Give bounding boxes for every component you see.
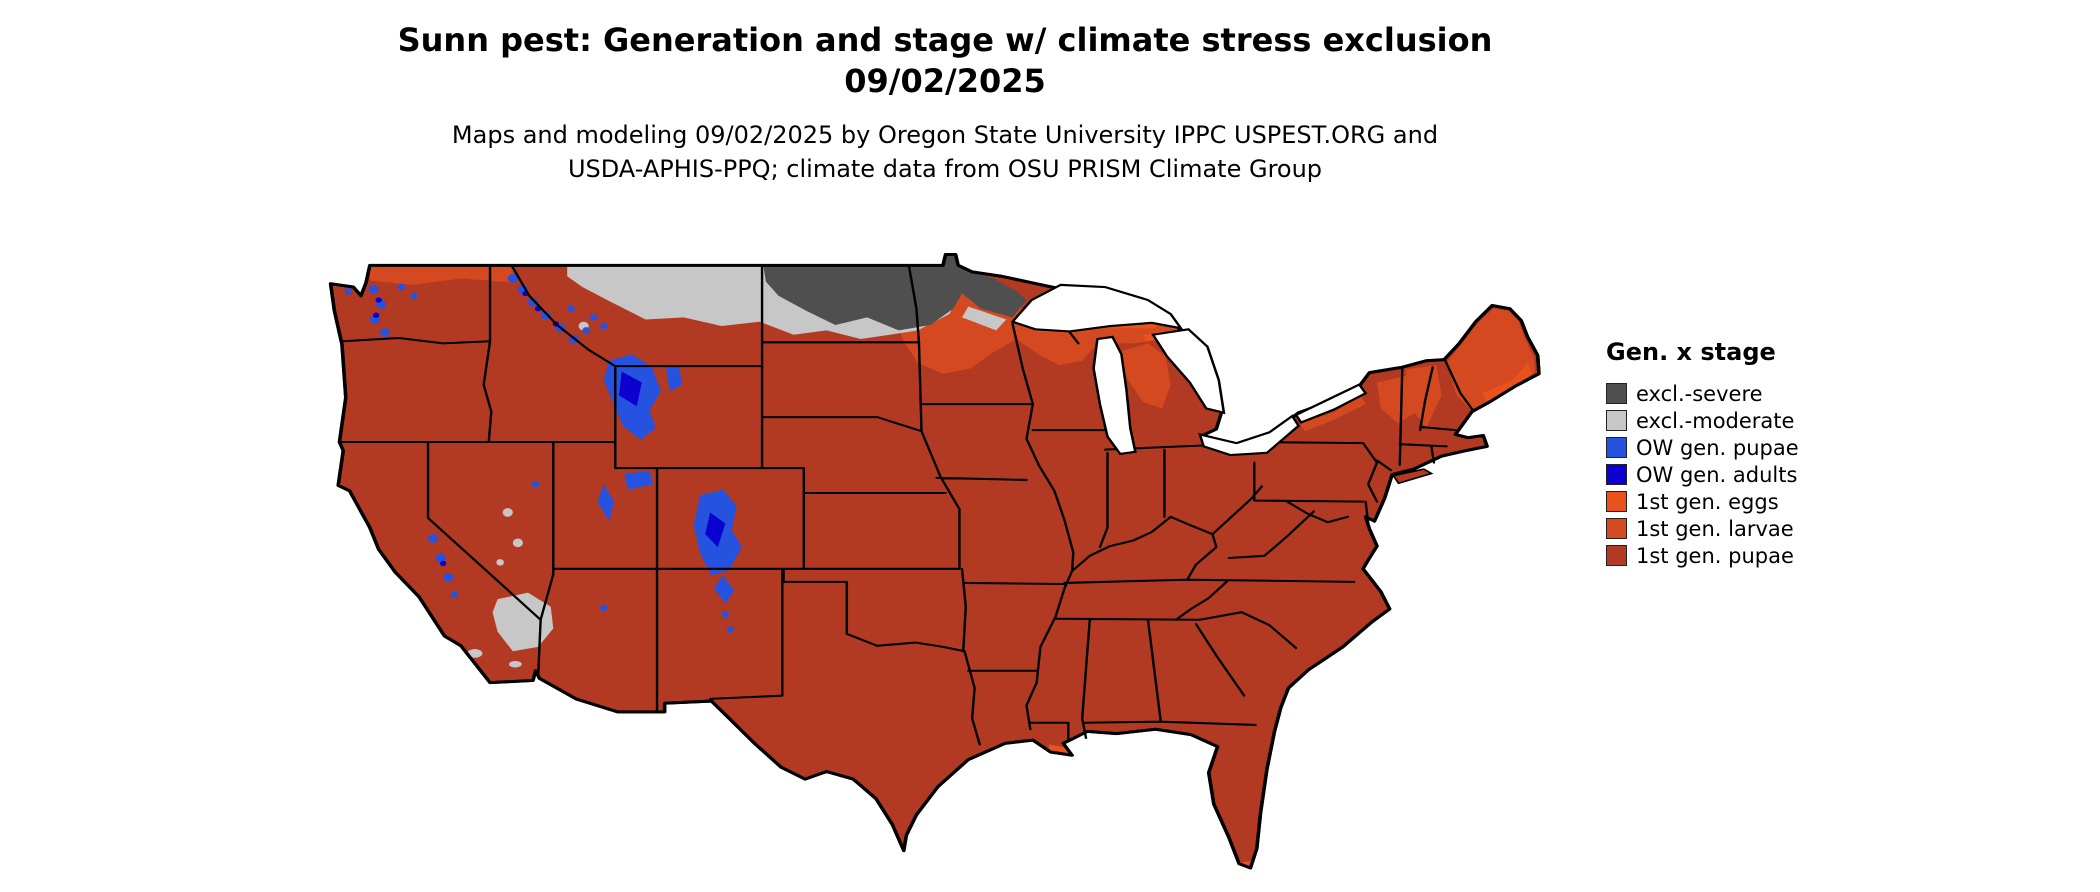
legend: Gen. x stage excl.-severe excl.-moderate… xyxy=(1606,338,1886,569)
legend-item-ow-pupae: OW gen. pupae xyxy=(1606,434,1886,461)
long-island xyxy=(1392,468,1434,485)
state-borders xyxy=(338,264,1475,746)
lake-erie xyxy=(1198,414,1301,457)
map-credit-line1: Maps and modeling 09/02/2025 by Oregon S… xyxy=(451,121,1439,149)
legend-swatch-excl-severe xyxy=(1606,383,1627,404)
legend-item-ow-adults: OW gen. adults xyxy=(1606,461,1886,488)
figure-header: Sunn pest: Generation and stage w/ clima… xyxy=(0,20,1890,102)
map-date: 09/02/2025 xyxy=(844,61,1046,100)
legend-item-excl-severe: excl.-severe xyxy=(1606,380,1886,407)
us-map-svg xyxy=(328,252,1541,870)
legend-item-pupae: 1st gen. pupae xyxy=(1606,542,1886,569)
legend-label-excl-moderate: excl.-moderate xyxy=(1636,408,1795,433)
legend-item-larvae: 1st gen. larvae xyxy=(1606,515,1886,542)
legend-label-eggs: 1st gen. eggs xyxy=(1636,489,1779,514)
lake-huron xyxy=(1151,328,1226,415)
lake-superior xyxy=(1010,283,1184,333)
map-title: Sunn pest: Generation and stage w/ clima… xyxy=(397,21,1493,59)
us-map xyxy=(323,222,1563,892)
lake-ontario xyxy=(1294,383,1368,424)
lake-michigan xyxy=(1092,335,1137,456)
legend-label-ow-adults: OW gen. adults xyxy=(1636,462,1798,487)
legend-swatch-excl-moderate xyxy=(1606,410,1627,431)
legend-item-eggs: 1st gen. eggs xyxy=(1606,488,1886,515)
legend-label-pupae: 1st gen. pupae xyxy=(1636,543,1794,568)
great-lakes xyxy=(1010,283,1368,457)
legend-swatch-larvae xyxy=(1606,518,1627,539)
map-credit-line2: USDA-APHIS-PPQ; climate data from OSU PR… xyxy=(567,155,1323,184)
legend-swatch-pupae xyxy=(1606,545,1627,566)
overlay-ow-adults xyxy=(372,290,726,567)
overlay-excl-severe xyxy=(763,254,1027,331)
legend-label-ow-pupae: OW gen. pupae xyxy=(1636,435,1799,460)
legend-swatch-eggs xyxy=(1606,491,1627,512)
legend-label-larvae: 1st gen. larvae xyxy=(1636,516,1794,541)
figure-subheader: Maps and modeling 09/02/2025 by Oregon S… xyxy=(0,118,1890,186)
legend-swatch-ow-adults xyxy=(1606,464,1627,485)
legend-label-excl-severe: excl.-severe xyxy=(1636,381,1763,406)
legend-title: Gen. x stage xyxy=(1606,338,1776,366)
legend-item-excl-moderate: excl.-moderate xyxy=(1606,407,1886,434)
legend-swatch-ow-pupae xyxy=(1606,437,1627,458)
